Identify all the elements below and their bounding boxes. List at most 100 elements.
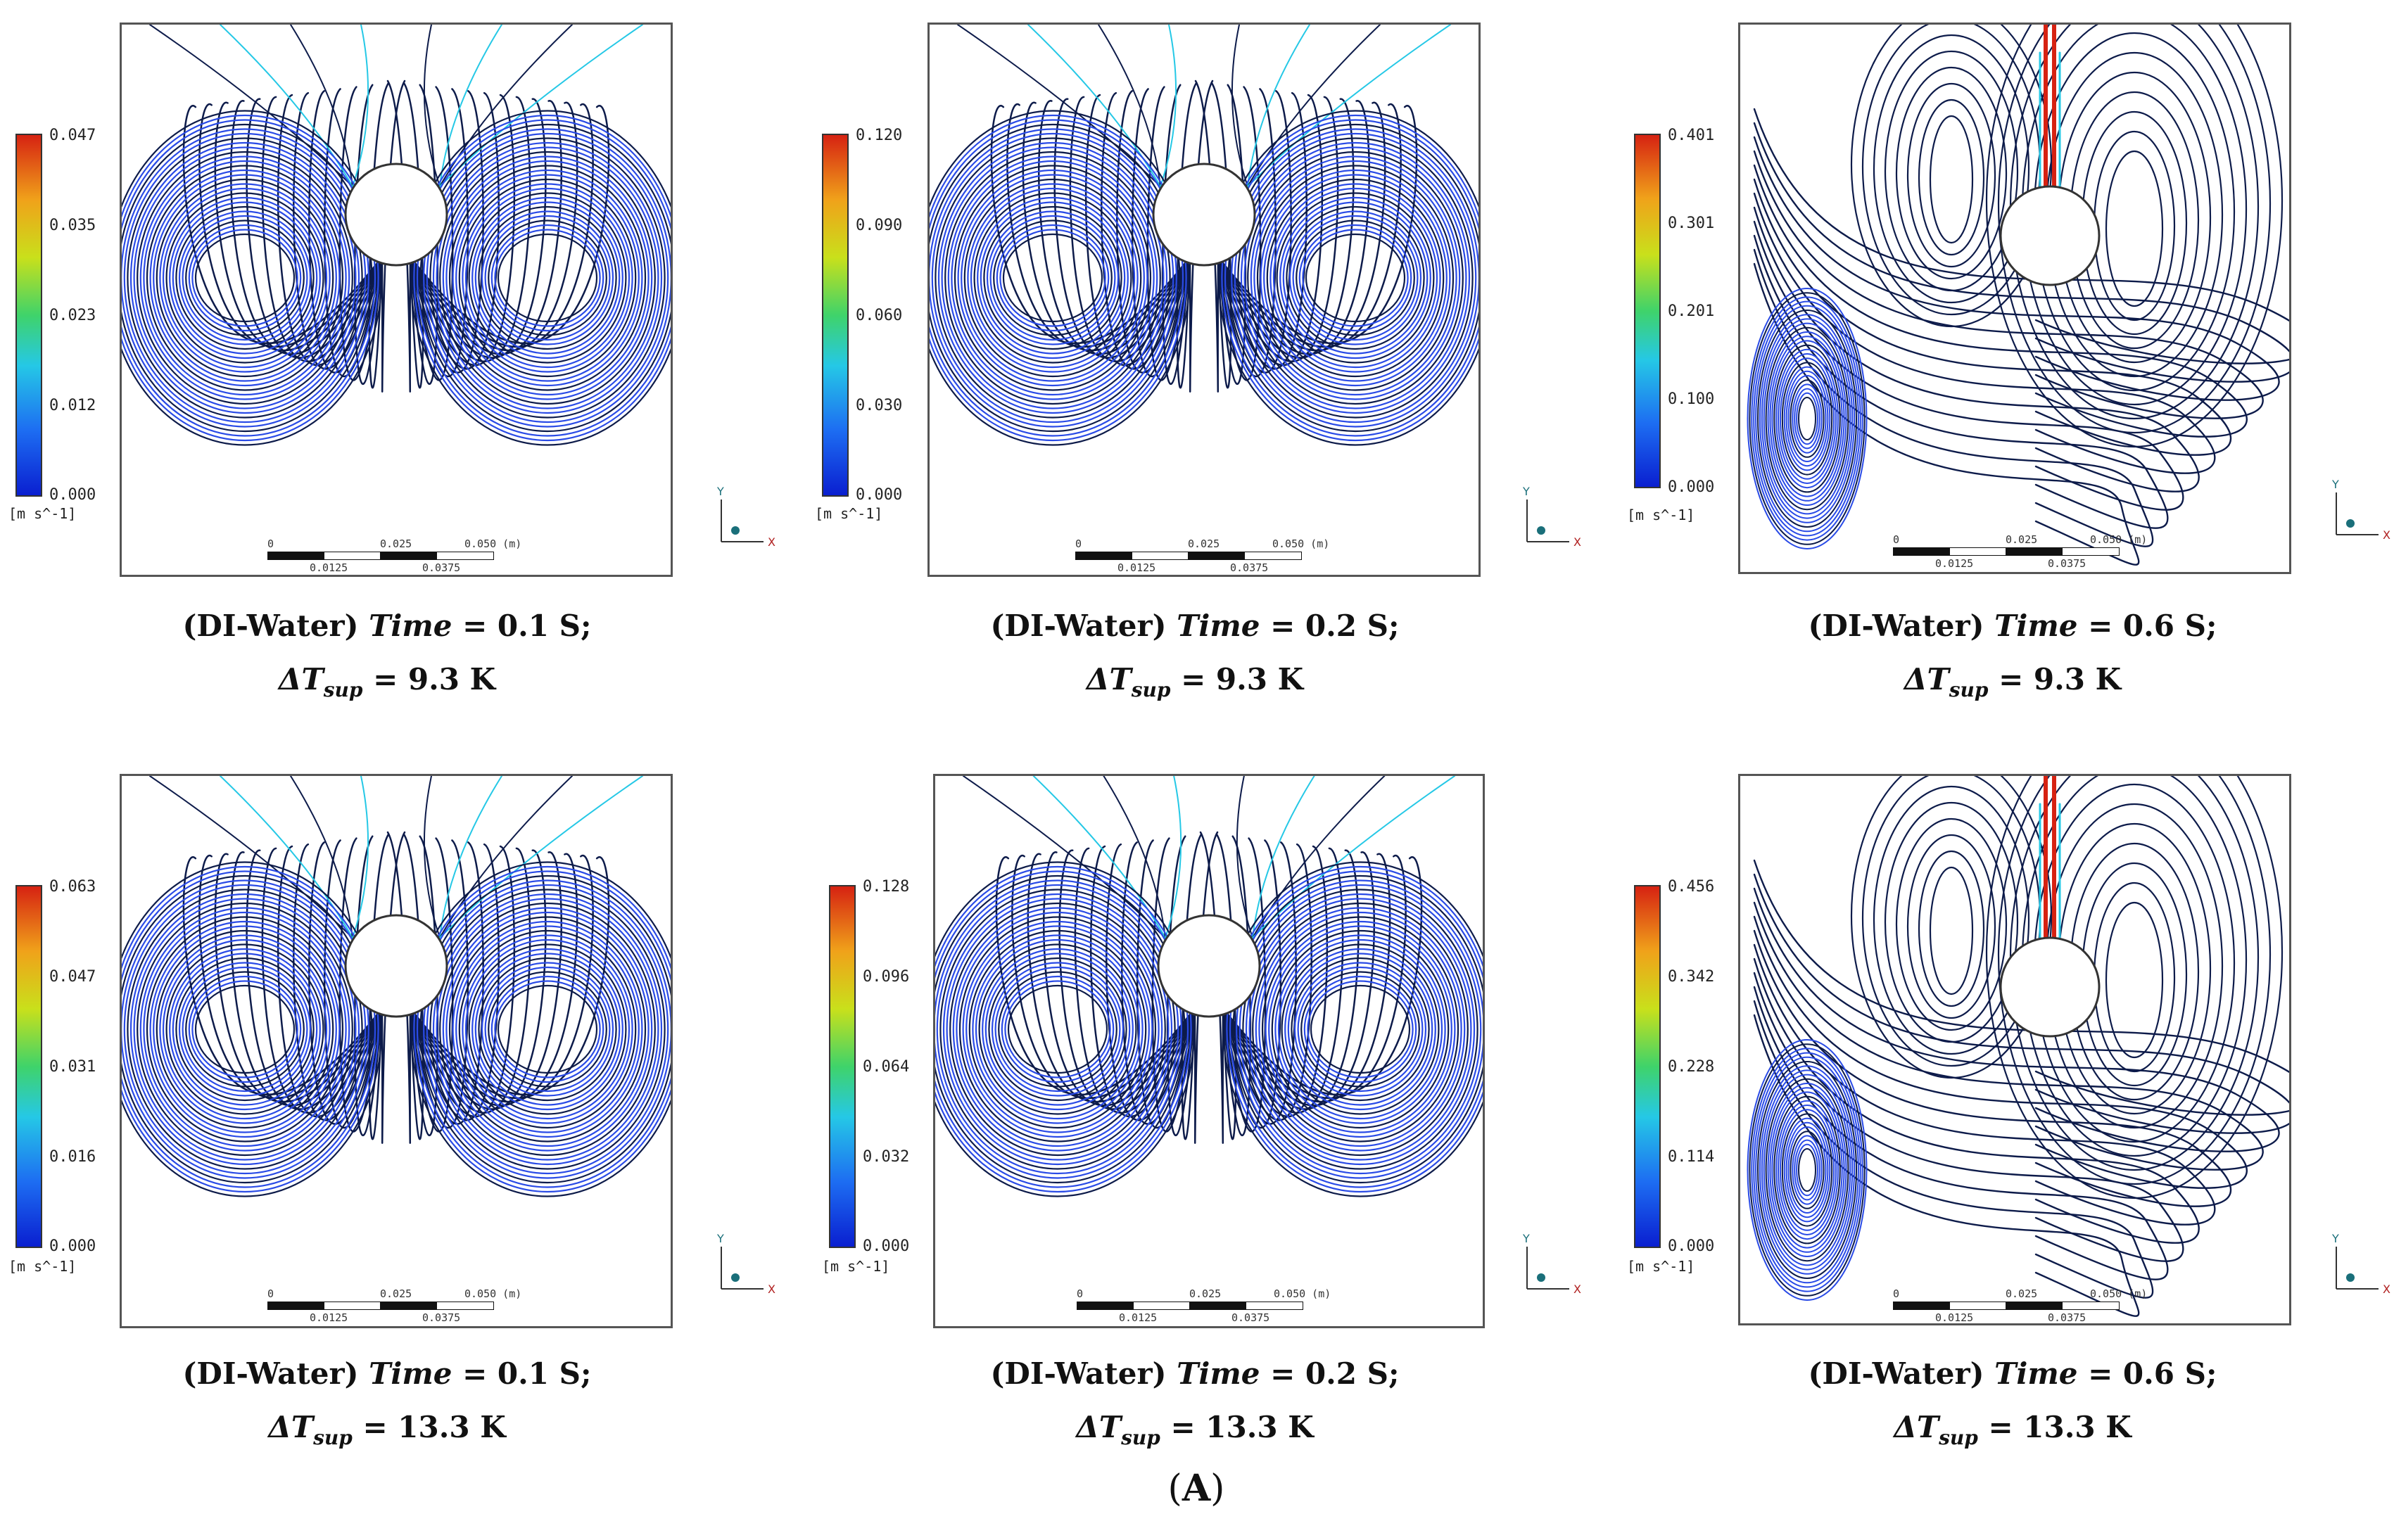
scale-label: 0.0375 <box>1230 561 1269 574</box>
streamline <box>1769 1087 1845 1253</box>
streamline <box>1753 873 2289 1134</box>
streamline <box>1226 865 1483 1193</box>
streamline-svg <box>930 25 1478 446</box>
scale-label: 0.025 <box>380 537 412 550</box>
panel-caption: (DI-Water) Time = 0.6 S; ΔTsup = 13.3 K <box>1808 1356 2217 1449</box>
streamline <box>1873 785 2030 1055</box>
streamline <box>1232 874 1483 1184</box>
streamline <box>1298 224 1412 332</box>
colorbar-gradient <box>15 885 42 1248</box>
streamline <box>246 98 384 359</box>
colorbar-unit: [m s^-1] <box>822 1258 890 1275</box>
streamline-svg <box>122 776 671 1197</box>
streamline <box>261 847 384 1114</box>
streamline <box>458 178 637 378</box>
streamline <box>490 224 604 332</box>
streamline <box>1227 123 1478 433</box>
streamline <box>1798 397 1816 440</box>
streamline <box>178 210 312 345</box>
streamline <box>1765 326 1849 511</box>
streamline <box>937 141 1168 414</box>
colorbar-tick: 0.031 <box>49 1058 96 1076</box>
streamline <box>172 953 318 1106</box>
streamline <box>423 776 441 938</box>
streamline <box>1753 943 2216 1226</box>
scale-segment <box>1077 1302 1134 1310</box>
streamline <box>930 119 1184 437</box>
streamline <box>1221 114 1478 442</box>
x-axis-label: X <box>2383 1283 2390 1296</box>
streamline <box>1189 79 1214 393</box>
streamline <box>996 224 1110 332</box>
scale-segment <box>2062 547 2120 556</box>
streamline <box>426 884 669 1175</box>
scale-bar: 0 0.025 0.050 (m) 0.0125 0.0375 <box>267 1287 563 1334</box>
streamline <box>159 934 331 1124</box>
streamline <box>2105 901 2164 1059</box>
streamline <box>988 957 1127 1102</box>
scale-label: 0 <box>267 537 274 550</box>
streamline <box>452 169 643 387</box>
streamline <box>1004 980 1111 1078</box>
streamline <box>1222 847 1344 1114</box>
scale-label: 0.0125 <box>1935 1311 1974 1324</box>
streamline <box>1234 132 1477 424</box>
streamline <box>1300 971 1420 1088</box>
scale-label: 0.025 <box>380 1287 412 1300</box>
streamline <box>1753 300 1861 537</box>
streamline <box>962 920 1153 1138</box>
streamline <box>930 128 1177 428</box>
scale-label: 0.0125 <box>310 561 348 574</box>
streamline <box>931 132 1174 424</box>
streamline <box>999 229 1106 327</box>
streamline <box>1165 776 1182 938</box>
streamline <box>1757 1061 1857 1279</box>
streamline <box>129 893 360 1166</box>
scale-segment <box>1246 1302 1303 1310</box>
streamline <box>436 898 659 1161</box>
streamline <box>137 902 353 1157</box>
streamline <box>1769 336 1845 502</box>
streamline <box>1767 1083 1847 1257</box>
streamline <box>175 205 315 350</box>
streamline <box>423 25 441 187</box>
streamline <box>1749 1043 1866 1297</box>
streamline <box>1282 201 1429 355</box>
streamline <box>983 205 1122 350</box>
scale-label: 0 <box>267 1287 274 1300</box>
colorbar-tick: 0.128 <box>863 878 910 896</box>
streamline <box>185 219 305 336</box>
streamline <box>1247 25 1381 187</box>
streamline <box>410 110 671 446</box>
scale-segment <box>380 1302 438 1310</box>
scale-segment <box>1244 552 1302 560</box>
streamline <box>947 155 1158 400</box>
streamline <box>1236 776 1253 938</box>
streamline <box>1302 229 1409 327</box>
streamline <box>1253 160 1457 396</box>
streamline <box>1753 192 2216 474</box>
streamline <box>1098 25 1161 187</box>
streamline <box>1281 943 1440 1115</box>
streamline <box>1794 1139 1820 1201</box>
colorbar-gradient <box>1634 885 1661 1248</box>
streamline <box>439 151 656 405</box>
streamline <box>381 831 406 1144</box>
streamline <box>1775 348 1839 489</box>
streamline <box>1929 866 1974 995</box>
scale-label: 0.0375 <box>2048 1311 2086 1324</box>
streamline <box>1222 835 1252 1136</box>
scale-label: 0.0375 <box>422 561 461 574</box>
streamline <box>198 103 384 348</box>
streamline <box>1753 915 2248 1189</box>
streamline <box>1231 25 1248 187</box>
streamline <box>1759 1065 1856 1275</box>
scale-label: 0.0125 <box>1119 1311 1158 1324</box>
streamline <box>1231 128 1478 428</box>
streamline <box>984 953 1131 1106</box>
colorbar: 0.063 0.047 0.031 0.016 0.000 [m s^-1] <box>8 879 121 1279</box>
streamline <box>1773 344 1841 493</box>
streamline <box>1032 776 1166 938</box>
scale-bar: 0 0.025 0.050 (m) 0.0125 0.0375 <box>1893 1287 2189 1334</box>
colorbar-tick: 0.047 <box>49 968 96 986</box>
